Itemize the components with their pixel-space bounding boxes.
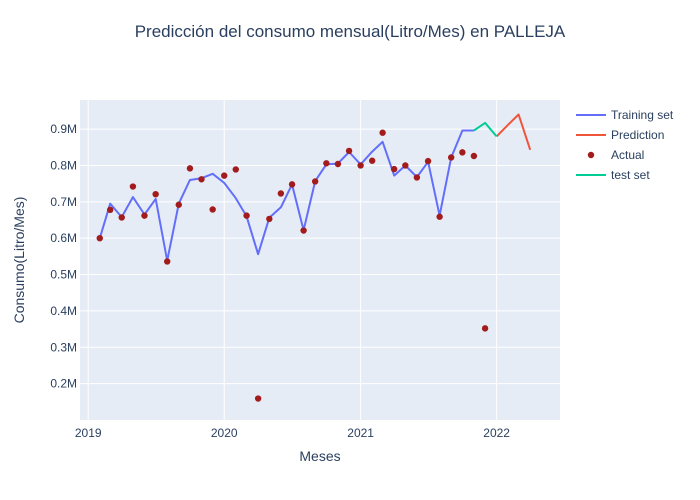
plot-area xyxy=(80,100,560,420)
data-point-actual xyxy=(334,160,342,168)
data-point-actual xyxy=(129,183,137,190)
legend-label: Prediction xyxy=(611,128,664,142)
data-point-actual xyxy=(198,176,205,183)
data-point-actual xyxy=(288,181,296,188)
data-point-actual xyxy=(424,157,432,165)
data-point-actual xyxy=(266,215,273,223)
data-point-actual xyxy=(368,157,376,164)
legend-item-actual[interactable]: Actual xyxy=(587,148,645,162)
legend-label: test set xyxy=(611,168,650,182)
y-tick-label: 0.3M xyxy=(50,340,77,354)
data-point-actual xyxy=(402,162,409,169)
series-line-training-set xyxy=(98,129,474,262)
y-tick-label: 0.7M xyxy=(50,195,77,209)
data-point-actual xyxy=(254,395,262,402)
data-point-actual xyxy=(232,166,239,173)
series-line-prediction xyxy=(495,113,532,151)
data-point-actual xyxy=(221,172,228,179)
data-point-actual xyxy=(175,201,182,208)
data-point-actual xyxy=(164,258,171,265)
y-tick-label: 0.4M xyxy=(50,304,77,318)
y-tick-label: 0.6M xyxy=(50,231,77,245)
x-tick-label: 2019 xyxy=(75,426,102,440)
data-point-actual xyxy=(277,190,285,197)
data-point-actual xyxy=(118,214,125,221)
data-point-actual xyxy=(141,212,148,219)
data-point-actual xyxy=(481,325,489,332)
data-point-actual xyxy=(152,190,159,198)
data-point-actual xyxy=(357,162,364,169)
data-point-actual xyxy=(436,213,443,220)
series-layer xyxy=(96,113,532,402)
legend-label: Actual xyxy=(611,148,644,162)
data-point-actual xyxy=(459,149,466,156)
legend: Training set Prediction Actual test set xyxy=(576,108,674,182)
y-tick-label: 0.2M xyxy=(50,377,77,391)
y-tick-label: 0.8M xyxy=(50,158,77,172)
data-point-actual xyxy=(447,154,455,161)
data-point-actual xyxy=(243,212,250,219)
series-line-test-set xyxy=(473,121,498,138)
chart-title: Predicción del consumo mensual(Litro/Mes… xyxy=(135,22,566,41)
y-tick-label: 0.9M xyxy=(50,122,77,136)
data-point-actual xyxy=(96,234,103,242)
y-axis-title: Consumo(Litro/Mes) xyxy=(11,197,27,324)
legend-swatch xyxy=(587,151,595,159)
y-axis-ticks: 0.2M 0.3M 0.4M 0.5M 0.6M 0.7M 0.8M 0.9M xyxy=(50,122,77,391)
data-point-actual xyxy=(345,147,353,155)
legend-label: Training set xyxy=(611,108,674,122)
x-tick-label: 2022 xyxy=(483,426,510,440)
data-point-actual xyxy=(209,206,216,213)
data-point-actual xyxy=(311,178,319,185)
data-point-actual xyxy=(323,160,330,167)
data-point-actual xyxy=(106,206,114,214)
legend-item-prediction[interactable]: Prediction xyxy=(576,128,664,142)
x-tick-label: 2020 xyxy=(211,426,238,440)
data-point-actual xyxy=(390,165,398,173)
x-tick-label: 2021 xyxy=(347,426,374,440)
data-point-actual xyxy=(379,129,386,136)
x-axis-ticks: 2019 2020 2021 2022 xyxy=(75,426,510,440)
data-point-actual xyxy=(413,174,421,181)
data-point-actual xyxy=(186,165,194,172)
data-point-actual xyxy=(300,227,307,234)
data-point-actual xyxy=(470,152,478,160)
y-tick-label: 0.5M xyxy=(50,268,77,282)
legend-item-test-set[interactable]: test set xyxy=(576,168,650,182)
x-axis-title: Meses xyxy=(299,448,340,464)
grid xyxy=(80,100,560,420)
legend-item-training-set[interactable]: Training set xyxy=(576,108,674,122)
